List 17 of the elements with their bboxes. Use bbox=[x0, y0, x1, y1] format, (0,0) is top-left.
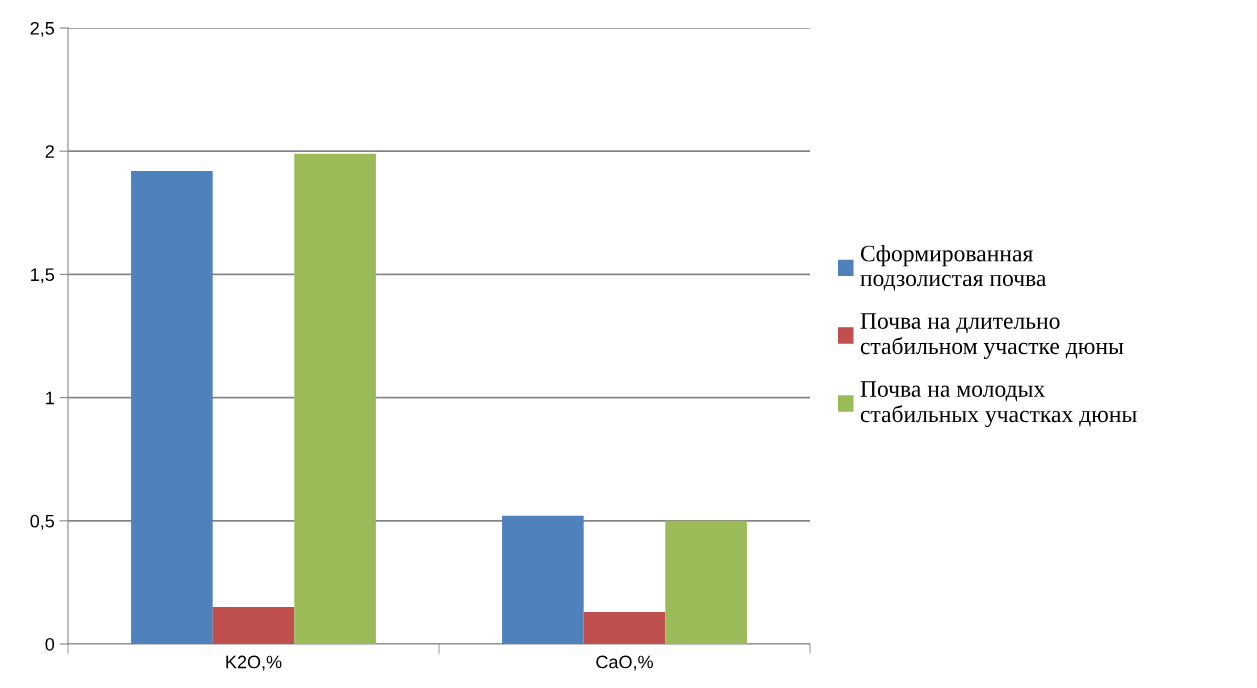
y-tick-label: 2 bbox=[45, 145, 54, 158]
x-tick-label: CaO,% bbox=[596, 655, 653, 671]
y-tick-label: 0 bbox=[45, 637, 55, 651]
y-tick-label: 0,5 bbox=[30, 514, 55, 530]
x-tick-label: K2O,% bbox=[226, 655, 282, 671]
bar bbox=[212, 607, 295, 644]
legend-label: Почва на молодых стабильных участках дюны bbox=[860, 381, 1137, 428]
bar bbox=[665, 520, 747, 644]
y-tick-label: 1,5 bbox=[31, 268, 55, 284]
legend-label: Сформированная подзолистая почва bbox=[860, 244, 1047, 291]
legend-label: Почва на длительно стабильном участке дюны bbox=[860, 313, 1124, 360]
bar bbox=[583, 611, 666, 644]
y-tick-label: 1 bbox=[46, 391, 54, 405]
y-tick-label: 2,5 bbox=[30, 21, 55, 37]
bar bbox=[131, 170, 213, 644]
bar bbox=[294, 153, 376, 644]
bar bbox=[502, 515, 584, 644]
